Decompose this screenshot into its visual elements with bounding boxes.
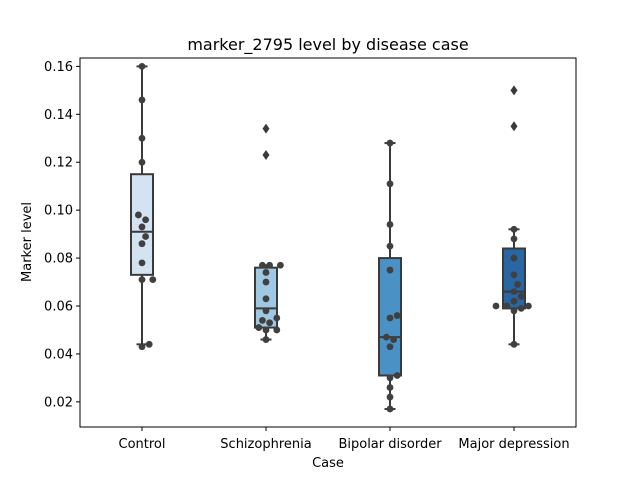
data-point (138, 158, 146, 166)
data-point (273, 326, 281, 334)
data-point (386, 221, 394, 228)
data-point (510, 235, 518, 243)
y-tick-label: 0.06 (44, 299, 73, 314)
plot-area (130, 62, 532, 413)
data-point (510, 307, 518, 315)
data-point (386, 266, 394, 274)
data-point (138, 96, 146, 104)
outlier-marker (510, 85, 518, 96)
x-axis-label: Case (312, 456, 344, 471)
y-tick-label: 0.12 (44, 156, 73, 171)
outlier-marker (262, 123, 270, 134)
data-point (259, 261, 266, 269)
y-tick-label: 0.02 (44, 395, 73, 410)
data-point (145, 340, 153, 348)
box-group (130, 65, 154, 346)
x-tick-label: Schizophrenia (220, 437, 311, 452)
data-point (386, 314, 394, 322)
chart-title: marker_2795 level by disease case (187, 35, 468, 55)
data-point (138, 276, 146, 284)
data-point (386, 374, 394, 382)
data-point (510, 271, 518, 279)
data-point (262, 326, 270, 334)
data-point (393, 372, 401, 379)
data-point (383, 333, 390, 341)
data-point (273, 314, 281, 322)
data-point (138, 62, 146, 70)
data-point (262, 336, 270, 343)
data-point (262, 307, 270, 315)
x-tick-label: Control (119, 437, 166, 452)
data-point (262, 278, 270, 286)
data-point (262, 269, 270, 276)
y-tick-label: 0.16 (44, 60, 73, 75)
data-point (386, 343, 394, 351)
data-point (142, 216, 150, 224)
data-point (525, 302, 532, 310)
data-point (386, 180, 394, 188)
data-point (138, 240, 146, 248)
data-point (492, 302, 500, 310)
box-group (254, 123, 278, 341)
data-point (262, 295, 270, 303)
outlier-marker (510, 121, 518, 132)
data-point (517, 304, 525, 312)
x-tick-label: Major depression (458, 437, 569, 452)
y-axis-label: Marker level (20, 202, 35, 282)
data-point (510, 340, 518, 348)
data-point (142, 233, 150, 240)
data-point (138, 343, 146, 351)
data-point (266, 261, 273, 269)
data-point (386, 139, 394, 147)
data-point (386, 393, 394, 401)
data-point (135, 211, 142, 219)
data-point (386, 384, 394, 391)
x-tick-label: Bipolar disorder (338, 437, 442, 452)
data-point (517, 293, 525, 300)
data-point (386, 405, 394, 413)
y-tick-label: 0.10 (44, 204, 73, 219)
data-point (149, 276, 157, 284)
data-point (386, 242, 394, 250)
axes: 0.02 0.04 0.06 0.08 0.10 0.12 0.14 0.16 Control S… (44, 60, 570, 452)
data-point (138, 259, 146, 267)
outlier-marker (262, 150, 270, 161)
data-point (277, 261, 284, 269)
data-point (138, 134, 146, 142)
data-point (390, 336, 397, 343)
y-tick-label: 0.04 (44, 347, 73, 362)
data-point (514, 281, 521, 288)
data-point (259, 316, 266, 324)
data-point (510, 297, 518, 305)
y-tick-label: 0.14 (44, 108, 73, 123)
plot-frame (79, 57, 577, 428)
data-point (393, 312, 401, 319)
y-tick-label: 0.08 (44, 252, 73, 267)
data-point (503, 302, 511, 310)
data-point (138, 223, 146, 231)
data-point (255, 324, 263, 331)
data-point (510, 254, 518, 262)
data-point (266, 319, 273, 327)
data-point (510, 288, 518, 296)
data-point (510, 225, 518, 233)
